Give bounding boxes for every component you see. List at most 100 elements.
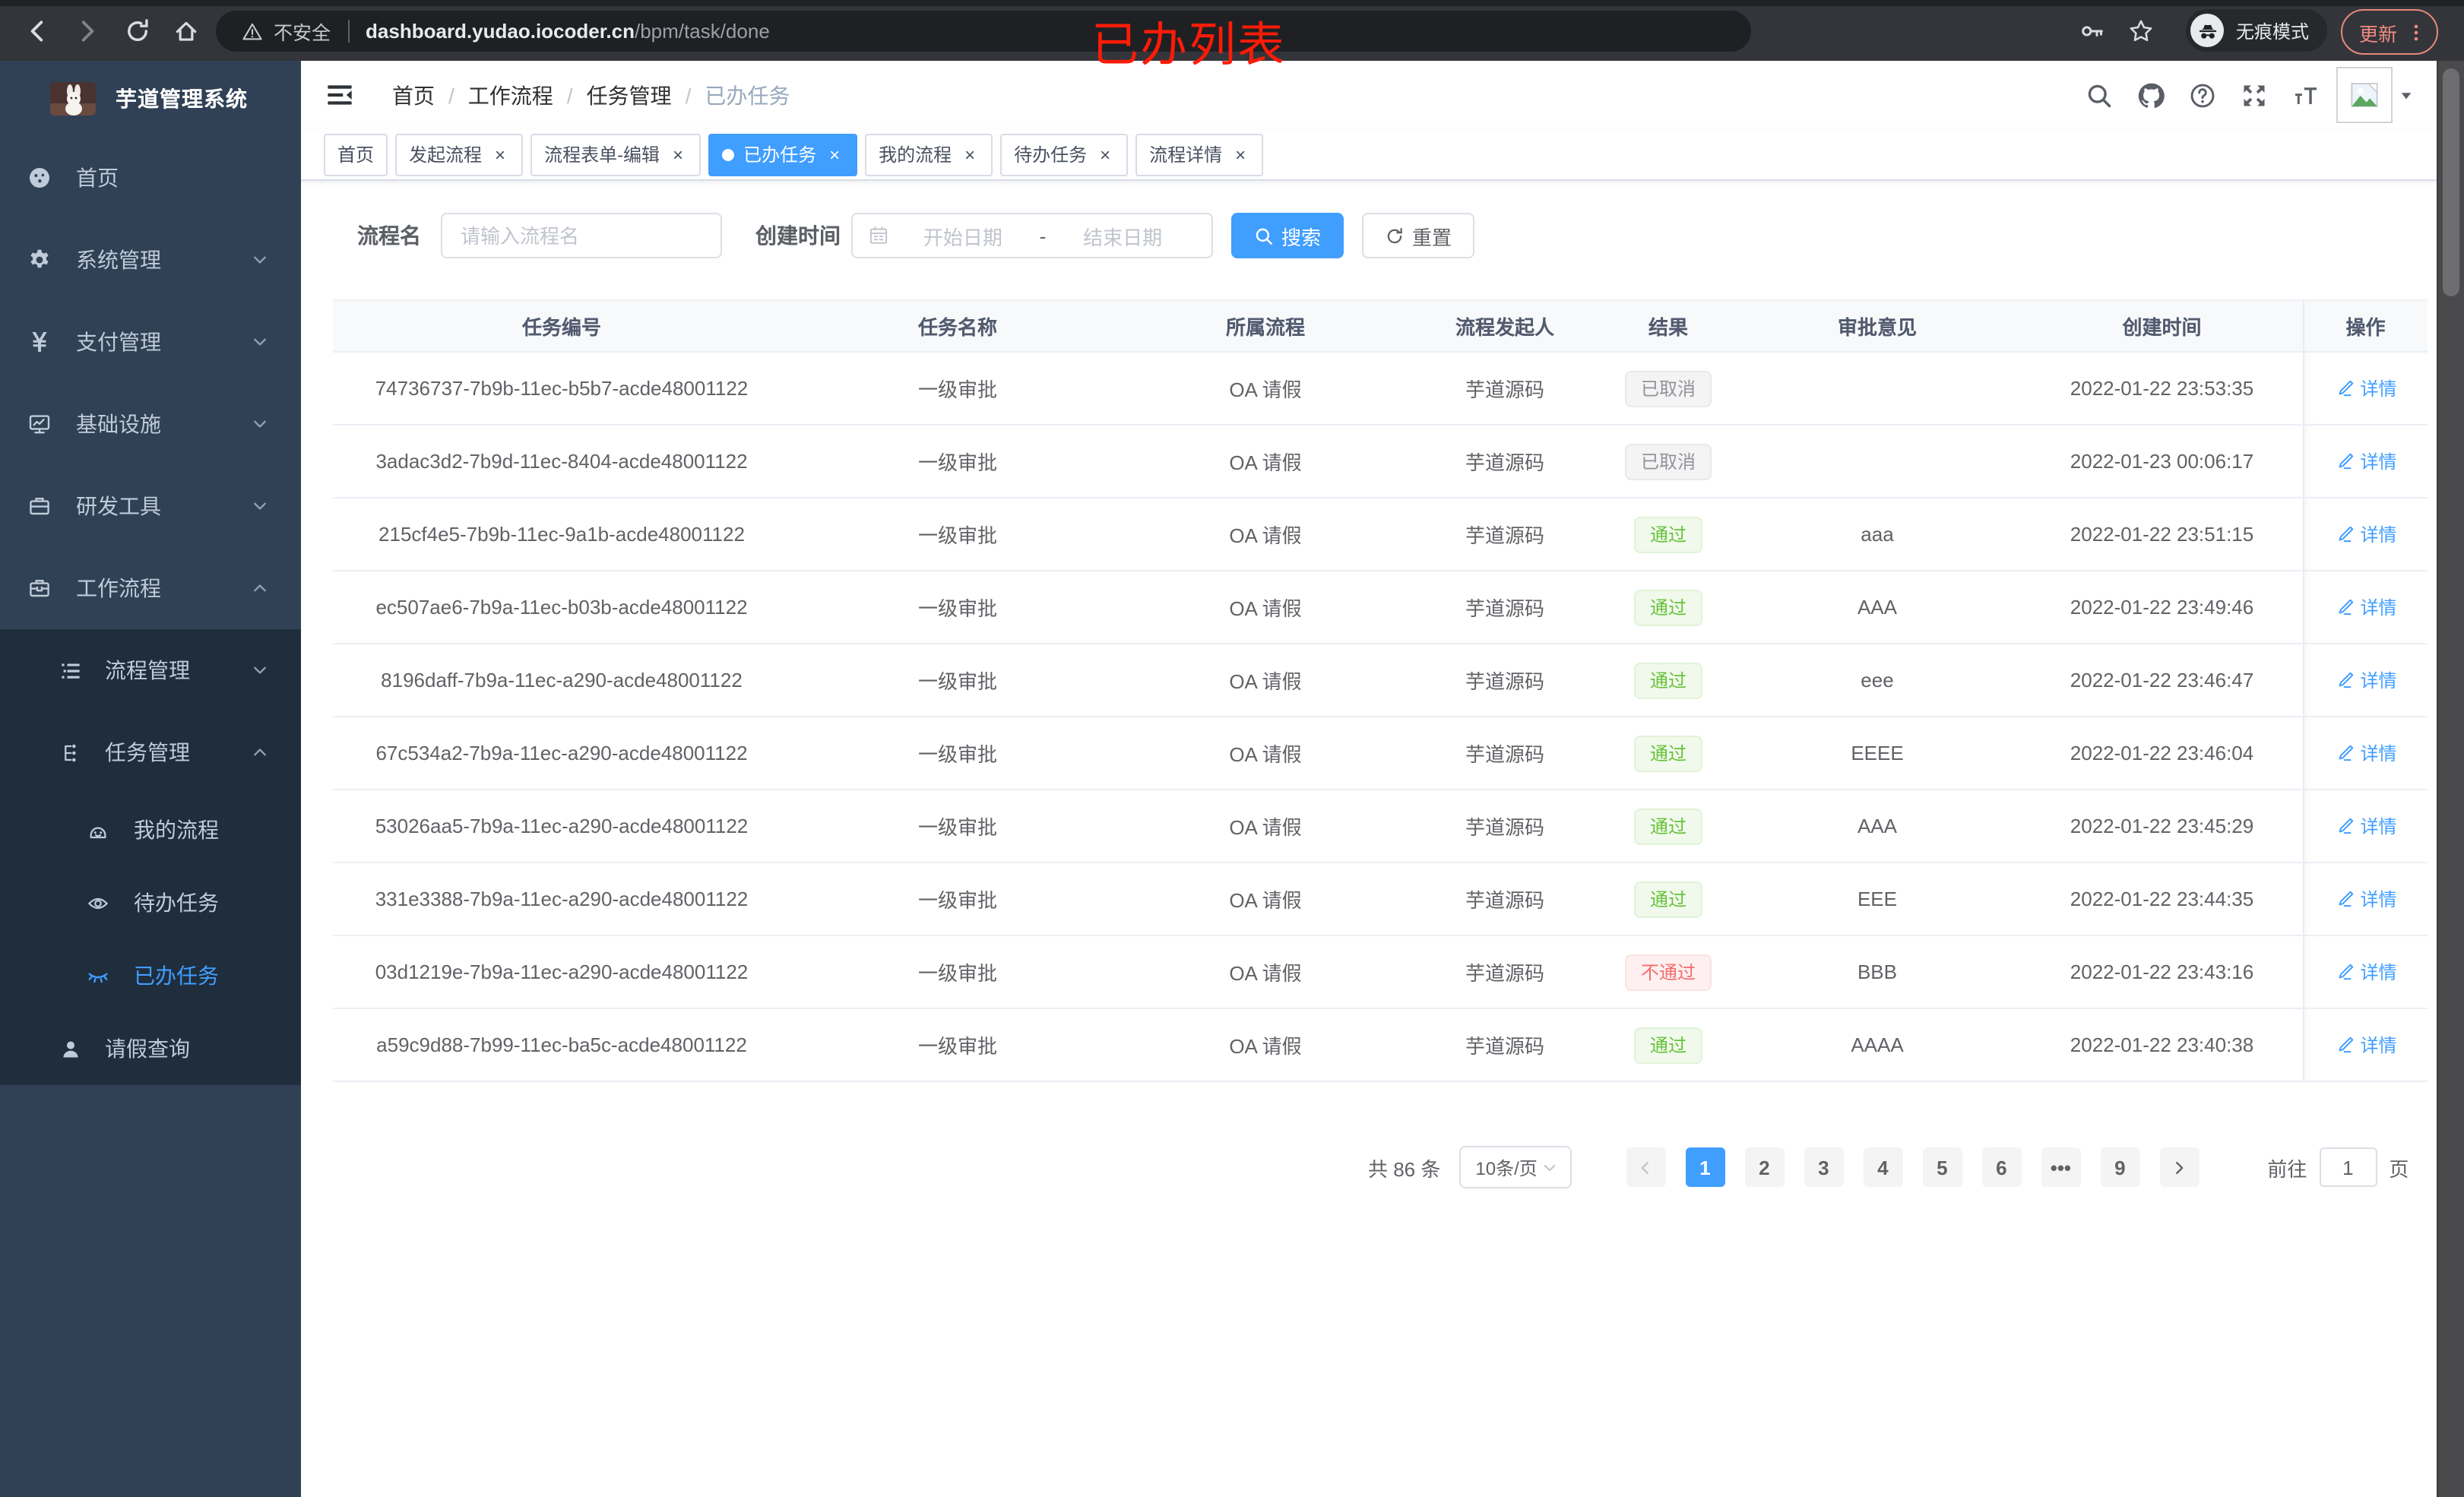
detail-link[interactable]: 详情: [2334, 593, 2397, 619]
sidebar-item-infrastructure[interactable]: 基础设施: [0, 383, 301, 465]
browser-back-icon[interactable]: [24, 18, 50, 44]
window-scrollbar[interactable]: [2437, 61, 2464, 1497]
breadcrumb-item[interactable]: 任务管理: [586, 83, 672, 107]
navbar: 首页 / 工作流程 / 任务管理 / 已办任务: [301, 61, 2438, 129]
page-button-2[interactable]: 2: [1744, 1147, 1785, 1187]
sidebar-item-workflow[interactable]: 工作流程: [0, 547, 301, 629]
caret-down-icon[interactable]: [2399, 87, 2414, 103]
browser-menu-dots-icon[interactable]: [2406, 22, 2426, 42]
page-button-3[interactable]: 3: [1804, 1147, 1844, 1187]
edit-icon: [2334, 451, 2354, 470]
sidebar-item-my-process[interactable]: 我的流程: [0, 793, 301, 866]
sidebar-item-done-tasks[interactable]: 已办任务: [0, 939, 301, 1012]
detail-link[interactable]: 详情: [2334, 958, 2397, 984]
next-page-button[interactable]: [2159, 1147, 2200, 1187]
prev-page-button[interactable]: [1626, 1147, 1666, 1187]
sidebar-item-task-mgmt[interactable]: 任务管理: [0, 711, 301, 793]
sidebar-item-label: 首页: [76, 166, 119, 190]
close-icon[interactable]: ×: [673, 144, 684, 165]
start-date-placeholder[interactable]: 开始日期: [923, 226, 1002, 248]
cell-created: 2022-01-22 23:51:15: [2022, 498, 2303, 571]
more-pages-button[interactable]: •••: [2041, 1147, 2081, 1187]
browser-update-button[interactable]: 更新: [2341, 9, 2439, 55]
cell-comment: eee: [1733, 644, 2022, 717]
table-row: 215cf4e5-7b9b-11ec-9a1b-acde48001122 一级审批…: [333, 498, 2428, 571]
sidebar-item-system[interactable]: 系统管理: [0, 219, 301, 301]
tab-已办任务[interactable]: 已办任务 ×: [708, 133, 858, 176]
help-icon[interactable]: [2189, 81, 2216, 109]
edit-icon: [2334, 815, 2354, 835]
browser-forward-icon[interactable]: [74, 18, 100, 44]
calendar-icon: [868, 225, 889, 246]
table-row: 8196daff-7b9a-11ec-a290-acde48001122 一级审批…: [333, 644, 2428, 717]
tab-我的流程[interactable]: 我的流程 ×: [865, 133, 993, 176]
detail-link[interactable]: 详情: [2334, 521, 2397, 546]
detail-link[interactable]: 详情: [2334, 812, 2397, 838]
search-icon[interactable]: [2086, 81, 2113, 109]
page-size-select[interactable]: 10条/页: [1458, 1146, 1572, 1188]
column-header: 审批意见: [1733, 299, 2022, 353]
goto-page-input[interactable]: [2319, 1147, 2377, 1187]
breadcrumb-item[interactable]: 首页: [392, 83, 435, 107]
detail-link[interactable]: 详情: [2334, 375, 2397, 400]
font-size-icon[interactable]: [2292, 81, 2320, 109]
avatar[interactable]: [2336, 67, 2393, 123]
sidebar-item-process-mgmt[interactable]: 流程管理: [0, 629, 301, 711]
tab-待办任务[interactable]: 待办任务 ×: [1000, 133, 1129, 176]
scrollbar-thumb[interactable]: [2443, 68, 2459, 296]
browser-reload-icon[interactable]: [125, 18, 150, 44]
user-icon: [59, 1037, 82, 1060]
password-key-icon[interactable]: [2079, 18, 2105, 44]
app-logo[interactable]: 芋道管理系统: [0, 61, 301, 137]
sidebar-item-todo-tasks[interactable]: 待办任务: [0, 866, 301, 939]
page-button-5[interactable]: 5: [1922, 1147, 1962, 1187]
cell-action: 详情: [2302, 862, 2428, 936]
detail-link[interactable]: 详情: [2334, 885, 2397, 911]
sidebar-item-payment[interactable]: 支付管理: [0, 301, 301, 383]
page-button-1[interactable]: 1: [1685, 1147, 1725, 1187]
detail-link[interactable]: 详情: [2334, 1031, 2397, 1057]
cell-starter: 芋道源码: [1406, 498, 1604, 571]
detail-link[interactable]: 详情: [2334, 739, 2397, 765]
detail-link[interactable]: 详情: [2334, 666, 2397, 692]
bookmark-star-icon[interactable]: [2128, 18, 2154, 44]
result-badge: 已取消: [1625, 443, 1711, 479]
hamburger-icon[interactable]: [325, 81, 354, 109]
search-button[interactable]: 搜索: [1231, 213, 1344, 258]
close-icon[interactable]: ×: [829, 144, 841, 165]
cell-comment: EEE: [1733, 862, 2022, 936]
goto-group: 前往 页: [2267, 1147, 2409, 1187]
reset-button[interactable]: 重置: [1362, 213, 1475, 258]
page-button-4[interactable]: 4: [1863, 1147, 1903, 1187]
date-range-picker[interactable]: 开始日期 - 结束日期: [851, 213, 1213, 258]
address-bar[interactable]: 不安全 dashboard.yudao.iocoder.cn/bpm/task/…: [216, 11, 1751, 52]
cell-process: OA 请假: [1125, 790, 1406, 863]
gear-icon: [27, 248, 52, 272]
end-date-placeholder[interactable]: 结束日期: [1083, 226, 1163, 248]
close-icon[interactable]: ×: [1235, 144, 1246, 165]
close-icon[interactable]: ×: [1100, 144, 1111, 165]
browser-home-icon[interactable]: [173, 18, 199, 44]
sidebar-item-home[interactable]: 首页: [0, 137, 301, 219]
page-button-9[interactable]: 9: [2100, 1147, 2140, 1187]
cell-task-name: 一级审批: [790, 935, 1125, 1009]
detail-link[interactable]: 详情: [2334, 448, 2397, 473]
breadcrumb-item[interactable]: 工作流程: [467, 83, 553, 107]
close-icon[interactable]: ×: [964, 144, 976, 165]
tab-发起流程[interactable]: 发起流程 ×: [395, 133, 524, 176]
process-name-input[interactable]: [441, 213, 722, 258]
tab-首页[interactable]: 首页: [324, 133, 388, 176]
fullscreen-icon[interactable]: [2241, 81, 2268, 109]
page-button-6[interactable]: 6: [1981, 1147, 2022, 1187]
github-icon[interactable]: [2137, 81, 2165, 109]
cell-starter: 芋道源码: [1406, 717, 1604, 790]
tab-流程表单-编辑[interactable]: 流程表单-编辑 ×: [530, 133, 702, 176]
cell-starter: 芋道源码: [1406, 790, 1604, 863]
security-label[interactable]: 不安全: [274, 23, 331, 44]
tab-流程详情[interactable]: 流程详情 ×: [1135, 133, 1264, 176]
close-icon[interactable]: ×: [495, 144, 506, 165]
sidebar-item-devtools[interactable]: 研发工具: [0, 465, 301, 547]
sidebar-item-leave-query[interactable]: 请假查询: [0, 1012, 301, 1085]
breadcrumb: 首页 / 工作流程 / 任务管理 / 已办任务: [392, 80, 790, 110]
cell-created: 2022-01-22 23:53:35: [2022, 352, 2303, 426]
